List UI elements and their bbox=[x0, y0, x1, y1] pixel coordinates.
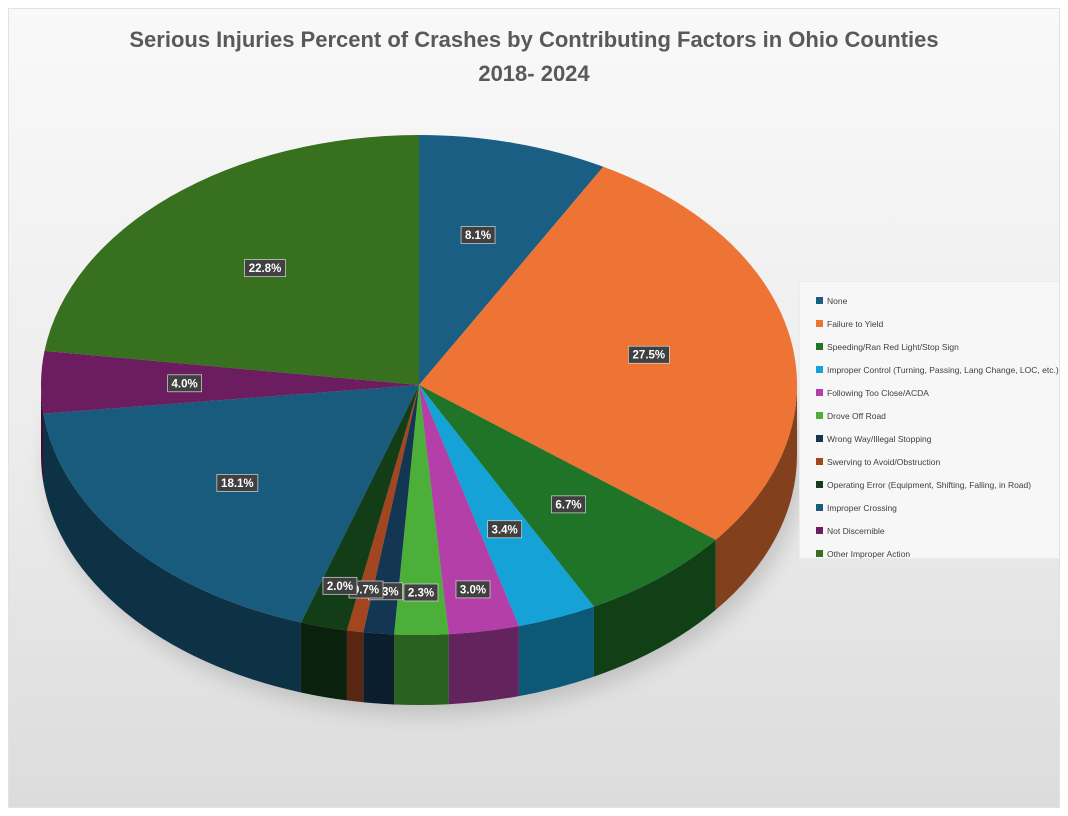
data-label-improper-crossing: 18.1% bbox=[216, 474, 259, 492]
data-label-text: 2.3% bbox=[408, 587, 434, 599]
legend-label: Drove Off Road bbox=[827, 410, 886, 421]
legend-item-improper-control-turning-passing-lang-change-loc-etc: Improper Control (Turning, Passing, Lang… bbox=[816, 358, 1059, 381]
pie-side-wrong-way-illegal-stopping bbox=[363, 632, 395, 705]
chart-title-line-2: 2018- 2024 bbox=[478, 61, 590, 86]
data-label-text: 2.0% bbox=[327, 581, 353, 593]
data-label-operating-error-equipment-shifting-falling-in-road: 2.0% bbox=[322, 576, 358, 595]
pie-side-swerving-to-avoid-obstruction bbox=[346, 630, 364, 703]
legend-swatch bbox=[816, 527, 823, 534]
legend-label: Failure to Yield bbox=[827, 318, 884, 329]
pie-side-improper-control-turning-passing-lang-change-loc-etc bbox=[518, 606, 594, 697]
data-label-speeding-ran-red-light-stop-sign: 6.7% bbox=[551, 495, 586, 514]
pie-chart: 8.1%27.5%6.7%3.4%3.0%2.3%1.3%0.7%2.0%18.… bbox=[40, 135, 803, 715]
legend-item-other-improper-action: Other Improper Action bbox=[816, 542, 1059, 565]
legend-label: None bbox=[827, 295, 848, 306]
legend-item-failure-to-yield: Failure to Yield bbox=[816, 312, 1059, 335]
legend-label: Improper Crossing bbox=[827, 502, 897, 513]
chart-title-line-1: Serious Injuries Percent of Crashes by C… bbox=[129, 27, 939, 52]
legend-item-speeding-ran-red-light-stop-sign: Speeding/Ran Red Light/Stop Sign bbox=[816, 335, 1059, 358]
legend-swatch bbox=[816, 550, 823, 557]
legend-item-improper-crossing: Improper Crossing bbox=[816, 496, 1059, 519]
pie-slice-none bbox=[419, 135, 604, 385]
legend-label: Other Improper Action bbox=[827, 548, 911, 559]
data-label-text: 4.0% bbox=[172, 378, 198, 390]
data-label-text: 27.5% bbox=[633, 350, 666, 362]
legend: None Failure to Yield Speeding/Ran Red Lig… bbox=[799, 281, 1059, 559]
pie-slice-other-improper-action bbox=[44, 135, 419, 385]
data-label-text: 22.8% bbox=[249, 263, 282, 275]
legend-swatch bbox=[816, 297, 823, 304]
legend-label: Speeding/Ran Red Light/Stop Sign bbox=[827, 341, 959, 352]
pie-side-speeding-ran-red-light-stop-sign bbox=[593, 539, 716, 677]
pie-slice-operating-error-equipment-shifting-falling-in-road bbox=[300, 385, 419, 631]
legend-label: Following Too Close/ACDA bbox=[827, 387, 929, 398]
data-label-following-too-close-acda: 3.0% bbox=[455, 580, 491, 599]
pie-slice-failure-to-yield bbox=[419, 166, 797, 540]
legend-label: Improper Control (Turning, Passing, Lang… bbox=[827, 364, 1059, 375]
legend-swatch bbox=[816, 458, 823, 465]
pie-side-operating-error-equipment-shifting-falling-in-road bbox=[300, 622, 347, 701]
data-label-not-discernible: 4.0% bbox=[167, 374, 203, 393]
pie-slice-wrong-way-illegal-stopping bbox=[363, 385, 419, 635]
pie-side-following-too-close-acda bbox=[448, 626, 519, 705]
legend-item-drove-off-road: Drove Off Road bbox=[816, 404, 1059, 427]
data-label-text: 3.4% bbox=[492, 524, 518, 536]
legend-item-swerving-to-avoid-obstruction: Swerving to Avoid/Obstruction bbox=[816, 450, 1059, 473]
legend-label: Swerving to Avoid/Obstruction bbox=[827, 456, 941, 467]
pie-slice-following-too-close-acda bbox=[419, 385, 519, 635]
data-label-swerving-to-avoid-obstruction: 0.7% bbox=[348, 580, 384, 599]
data-label-none: 8.1% bbox=[460, 226, 496, 244]
legend-swatch bbox=[816, 366, 823, 373]
data-label-text: 6.7% bbox=[555, 499, 581, 511]
pie-side-improper-crossing bbox=[43, 413, 301, 693]
legend-item-not-discernible: Not Discernible bbox=[816, 519, 1059, 542]
legend-label: Not Discernible bbox=[827, 525, 885, 536]
pie-side-not-discernible bbox=[41, 385, 44, 484]
legend-item-following-too-close-acda: Following Too Close/ACDA bbox=[816, 381, 1059, 404]
pie-slice-drove-off-road bbox=[394, 385, 449, 635]
legend-swatch bbox=[816, 412, 823, 419]
data-label-other-improper-action: 22.8% bbox=[244, 259, 286, 278]
legend-item-wrong-way-illegal-stopping: Wrong Way/Illegal Stopping bbox=[816, 427, 1059, 450]
legend-swatch bbox=[816, 389, 823, 396]
data-label-text: 8.1% bbox=[465, 230, 491, 242]
pie-side-failure-to-yield bbox=[715, 385, 797, 610]
legend-swatch bbox=[816, 343, 823, 350]
chart-title: Serious Injuries Percent of Crashes by C… bbox=[9, 23, 1059, 91]
data-label-text: 0.7% bbox=[353, 585, 379, 597]
data-label-text: 18.1% bbox=[221, 478, 254, 490]
legend-swatch bbox=[816, 504, 823, 511]
pie-slice-not-discernible bbox=[40, 350, 419, 414]
legend-swatch bbox=[816, 320, 823, 327]
pie-slice-improper-crossing bbox=[43, 385, 419, 623]
legend-label: Wrong Way/Illegal Stopping bbox=[827, 433, 932, 444]
data-label-improper-control-turning-passing-lang-change-loc-etc: 3.4% bbox=[487, 520, 523, 539]
legend-item-operating-error-equipment-shifting-falling-in-road: Operating Error (Equipment, Shifting, Fa… bbox=[816, 473, 1059, 496]
pie-side-drove-off-road bbox=[394, 634, 449, 706]
data-label-failure-to-yield: 27.5% bbox=[627, 345, 670, 364]
legend-label: Operating Error (Equipment, Shifting, Fa… bbox=[827, 479, 1032, 490]
data-label-drove-off-road: 2.3% bbox=[403, 583, 439, 602]
pie-slice-swerving-to-avoid-obstruction bbox=[346, 385, 419, 633]
chart-area: Serious Injuries Percent of Crashes by C… bbox=[8, 8, 1060, 808]
legend-swatch bbox=[816, 481, 823, 488]
legend-item-none: None bbox=[816, 289, 1059, 312]
pie-slice-improper-control-turning-passing-lang-change-loc-etc bbox=[419, 385, 594, 627]
legend-swatch bbox=[816, 435, 823, 442]
data-label-text: 3.0% bbox=[460, 584, 486, 596]
